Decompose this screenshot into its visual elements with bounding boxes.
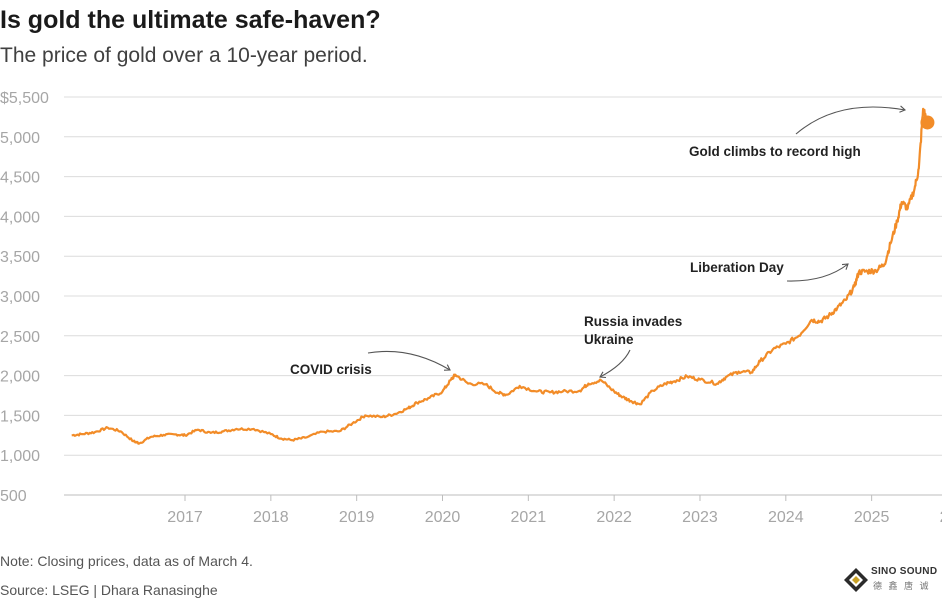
y-tick-label: 3,500 [0, 249, 40, 266]
watermark-logo-icon [844, 568, 868, 592]
x-tick-label: 2024 [768, 509, 804, 526]
annotation-label: Gold climbs to record high [689, 144, 861, 159]
x-tick-label: 2026 [940, 509, 942, 526]
x-tick-label: 2025 [854, 509, 890, 526]
x-axis: 2017 2018 2019 2020 2021 2022 2023 2024 2025 2026 [167, 495, 942, 526]
x-tick-label: 2023 [682, 509, 718, 526]
annotation-label: COVID crisis [290, 362, 372, 377]
y-tick-label: 1,500 [0, 408, 40, 425]
y-tick-label: 2,500 [0, 329, 40, 346]
annotation-arrowhead [899, 105, 907, 113]
chart-title: Is gold the ultimate safe-haven? [0, 6, 381, 34]
y-axis: 500 1,000 1,500 2,000 2,500 3,000 3,500 4,000 4,… [0, 90, 49, 505]
grid-layer [64, 96, 942, 496]
x-tick-label: 2020 [425, 509, 461, 526]
chart-source: Source: LSEG | Dhara Ranasinghe [0, 582, 218, 598]
annotation-label: Ukraine [584, 332, 634, 347]
annotation-arrow [795, 106, 906, 135]
last-value-marker [920, 115, 935, 130]
annotation-arrowhead [841, 263, 849, 270]
x-tick-label: 2021 [511, 509, 547, 526]
annotation-label: Russia invades [584, 314, 682, 329]
x-tick-label: 2019 [339, 509, 375, 526]
watermark-chinese: 德 鑫 唐 诚 [873, 581, 931, 591]
annotation-label: Liberation Day [690, 260, 784, 275]
annotation-arrowhead [443, 364, 451, 371]
x-tick-label: 2018 [253, 509, 289, 526]
y-tick-label: 4,500 [0, 170, 40, 187]
y-tick-label: $5,500 [0, 90, 49, 107]
annotation-arrow [786, 263, 849, 282]
y-tick-label: 3,000 [0, 289, 40, 306]
y-tick-label: 4,000 [0, 209, 40, 226]
chart-note: Note: Closing prices, data as of March 4… [0, 553, 253, 569]
annotation-arrowhead [599, 371, 607, 379]
annotation-arrow [599, 349, 631, 378]
plot-area [71, 107, 935, 445]
watermark: SINO SOUND 德 鑫 唐 诚 [843, 566, 939, 594]
y-tick-label: 2,000 [0, 369, 40, 386]
series-line [71, 107, 929, 445]
y-tick-label: 500 [0, 488, 27, 505]
x-tick-label: 2022 [596, 509, 632, 526]
annotations: COVID crisis Russia invades Ukraine Liberat… [290, 105, 907, 379]
watermark-text: SINO SOUND [871, 566, 938, 577]
y-tick-label: 1,000 [0, 448, 40, 465]
chart-subtitle: The price of gold over a 10-year period. [0, 44, 368, 67]
x-tick-label: 2017 [167, 509, 203, 526]
y-tick-label: 5,000 [0, 130, 40, 147]
annotation-arrow [367, 350, 451, 371]
